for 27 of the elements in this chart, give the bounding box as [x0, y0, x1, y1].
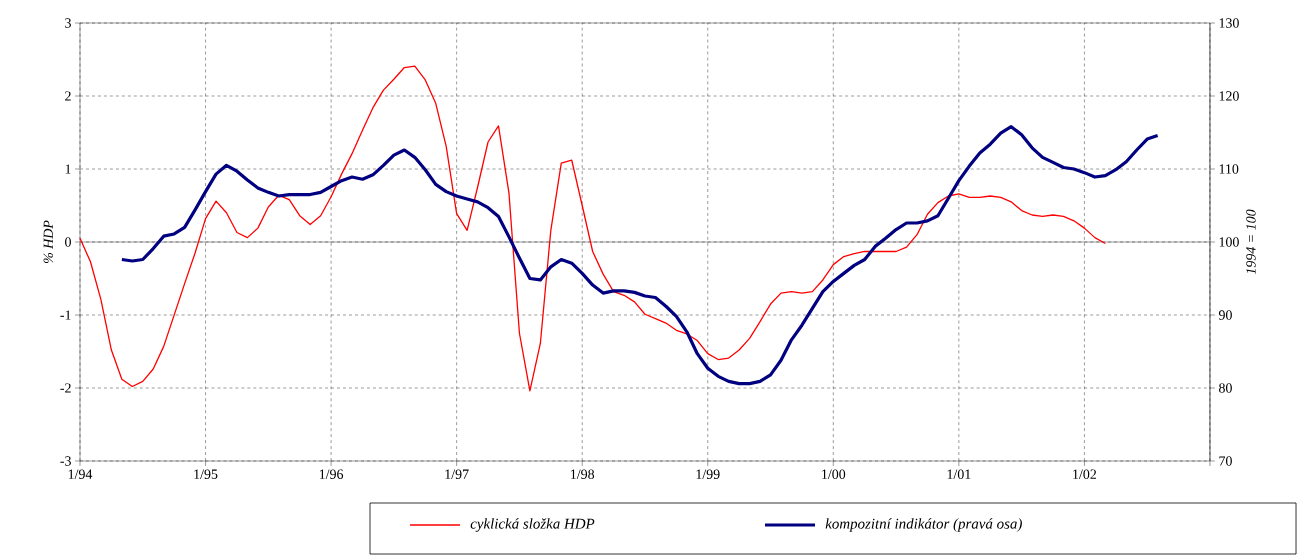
y2-tick-label: 120 — [1219, 91, 1239, 101]
y-tick-label: 3 — [65, 18, 71, 28]
y-axis-title: % HDP — [43, 220, 54, 264]
legend-label: kompozitní indikátor (pravá osa) — [825, 518, 1022, 532]
y2-tick-label: 130 — [1219, 18, 1239, 28]
x-tick-label: 1/99 — [696, 469, 720, 479]
x-tick-label: 1/00 — [822, 469, 846, 479]
y2-tick-label: 70 — [1219, 456, 1232, 466]
y-tick-label: 2 — [65, 91, 71, 101]
y2-tick-label: 90 — [1218, 310, 1232, 320]
y-tick-label: -3 — [60, 456, 71, 466]
x-tick-label: 1/96 — [319, 469, 344, 479]
legend-label: cyklická složka HDP — [470, 518, 595, 532]
y-tick-label: -1 — [60, 310, 71, 320]
x-tick-label: 1/02 — [1073, 469, 1097, 479]
x-tick-label: 1/98 — [571, 469, 595, 479]
x-tick-label: 1/95 — [194, 469, 218, 479]
y2-tick-label: 80 — [1219, 383, 1232, 393]
y2-tick-label: 110 — [1219, 164, 1239, 174]
y-tick-label: 1 — [65, 164, 71, 174]
x-tick-label: 1/97 — [445, 469, 469, 479]
y-tick-label: -2 — [60, 383, 71, 393]
y2-tick-label: 100 — [1219, 237, 1239, 247]
x-tick-label: 1/94 — [68, 469, 93, 479]
y2-axis-title: 1994 = 100 — [1246, 209, 1256, 275]
y-tick-label: 0 — [65, 237, 71, 247]
x-tick-label: 1/01 — [947, 469, 971, 479]
